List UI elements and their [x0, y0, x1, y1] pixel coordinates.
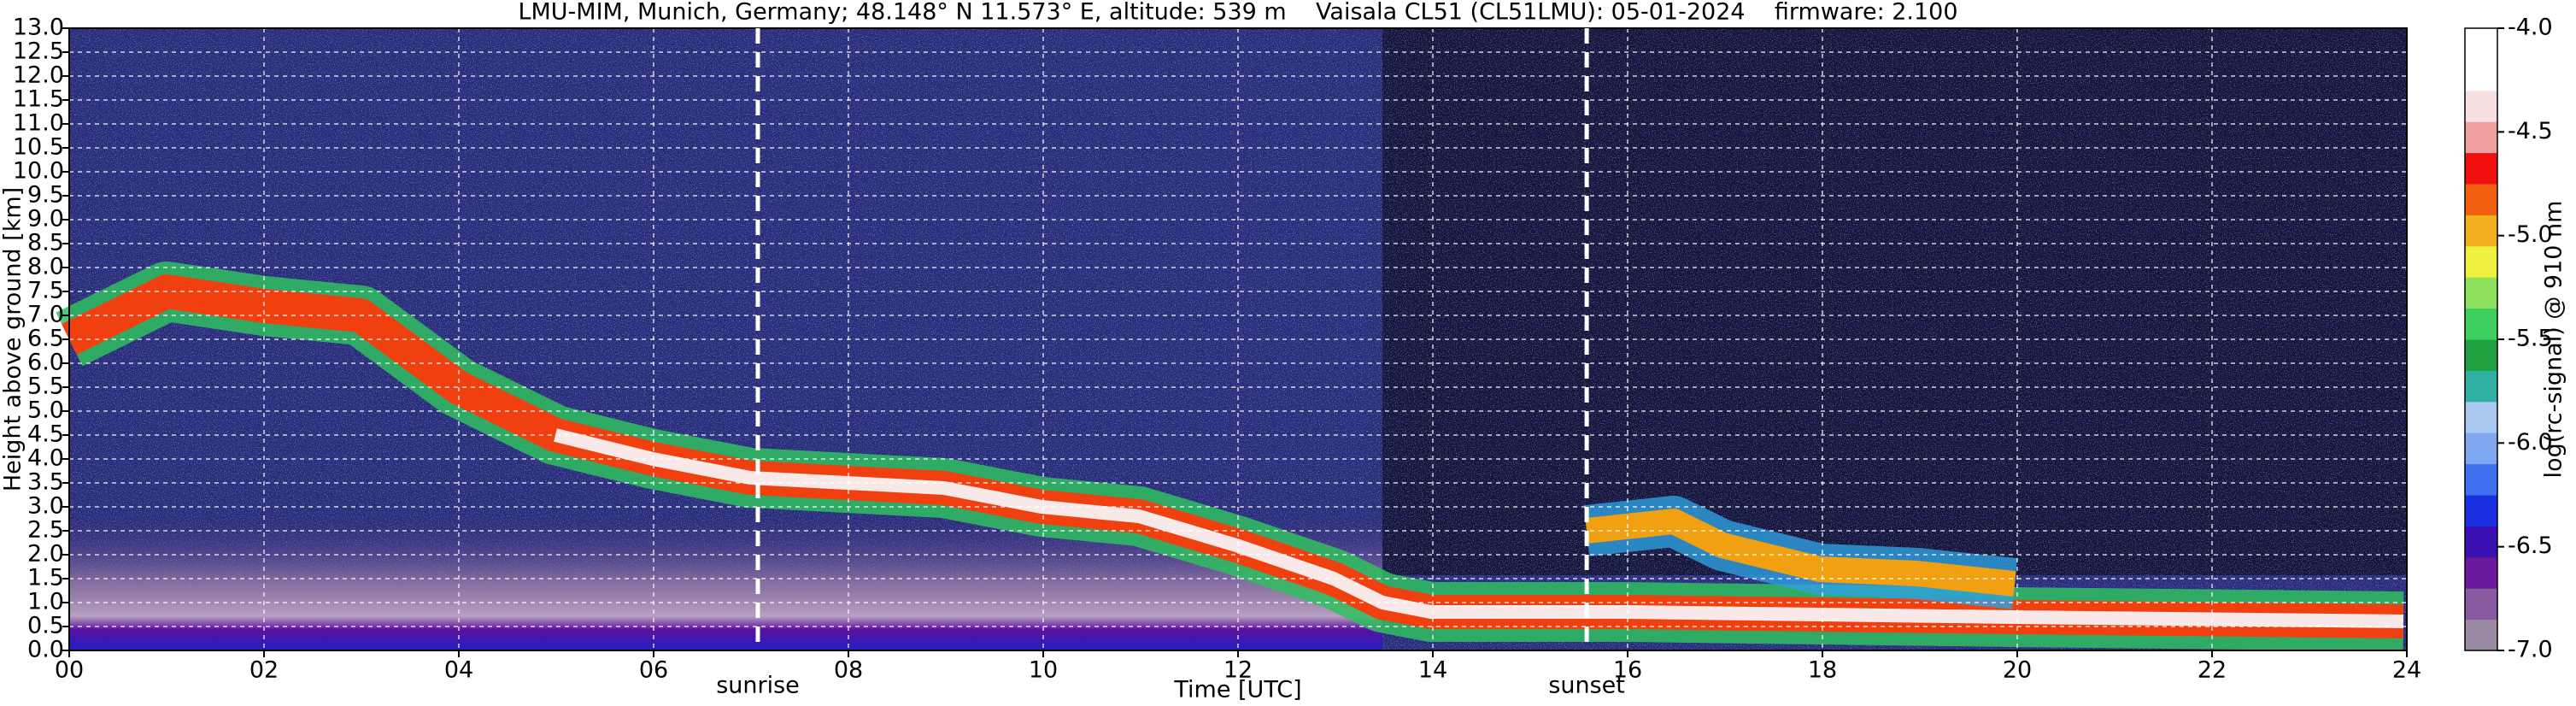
y-tick-label: 8.0 — [27, 254, 64, 280]
y-tick-label: 1.5 — [27, 565, 64, 591]
x-tick-label: 06 — [639, 657, 668, 684]
y-tick-label: 5.5 — [27, 374, 64, 400]
annotation-label: sunrise — [716, 673, 800, 699]
y-tick-label: 11.0 — [13, 110, 64, 137]
colorbar-segment — [2465, 59, 2497, 91]
colorbar-segment — [2465, 588, 2497, 621]
colorbar-tick-label: -5.5 — [2508, 326, 2553, 352]
colorbar-segment — [2465, 526, 2497, 558]
colorbar-segment — [2465, 152, 2497, 185]
colorbar-segment — [2465, 619, 2497, 651]
colorbar-segment — [2465, 215, 2497, 247]
colorbar-segment — [2465, 370, 2497, 403]
y-tick-label: 9.0 — [27, 206, 64, 232]
x-tick-label: 20 — [2003, 657, 2032, 684]
colorbar-tick-label: -6.5 — [2508, 532, 2553, 559]
y-tick-label: 4.0 — [27, 445, 64, 472]
colorbar-segment — [2465, 28, 2497, 60]
colorbar-segment — [2465, 277, 2497, 309]
colorbar-tick-label: -6.0 — [2508, 429, 2553, 456]
grid — [68, 27, 2408, 651]
y-tick-label: 0.5 — [27, 613, 64, 639]
colorbar-segment — [2465, 556, 2497, 589]
colorbar-segment — [2465, 401, 2497, 433]
x-tick-label: 22 — [2198, 657, 2227, 684]
y-tick-label: 1.0 — [27, 589, 64, 615]
x-tick-label: 04 — [444, 657, 473, 684]
y-tick-label: 10.5 — [13, 134, 64, 161]
x-axis-label: Time [UTC] — [1173, 677, 1301, 703]
y-tick-label: 7.5 — [27, 278, 64, 304]
x-tick-label: 18 — [1808, 657, 1837, 684]
y-tick-label: 6.5 — [27, 326, 64, 352]
x-tick-label: 24 — [2392, 657, 2421, 684]
x-tick-label: 00 — [55, 657, 84, 684]
colorbar-segment — [2465, 308, 2497, 340]
x-tick-label: 10 — [1029, 657, 1058, 684]
colorbar-segment — [2465, 463, 2497, 496]
y-tick-label: 7.0 — [27, 302, 64, 328]
y-tick-label: 2.5 — [27, 517, 64, 544]
chart-title: LMU-MIM, Munich, Germany; 48.148° N 11.5… — [518, 0, 1957, 26]
y-tick-label: 5.0 — [27, 397, 64, 424]
colorbar-segment — [2465, 184, 2497, 215]
y-axis-label: Height above ground [km] — [0, 187, 26, 491]
y-tick-label: 3.5 — [27, 469, 64, 496]
y-tick-label: 9.5 — [27, 182, 64, 209]
y-tick-label: 10.0 — [13, 158, 64, 185]
x-tick-label: 14 — [1418, 657, 1447, 684]
colorbar-segment — [2465, 339, 2497, 371]
colorbar-tick-label: -5.0 — [2508, 221, 2553, 248]
colorbar-segment — [2465, 432, 2497, 465]
y-tick-label: 12.5 — [13, 38, 64, 65]
y-tick-label: 8.5 — [27, 230, 64, 256]
colorbar-segment — [2465, 90, 2497, 122]
y-tick-label: 6.0 — [27, 350, 64, 376]
colorbar-tick-label: -4.5 — [2508, 118, 2553, 144]
colorbar-tick-label: -4.0 — [2508, 15, 2553, 41]
y-tick-label: 12.0 — [13, 62, 64, 89]
x-tick-label: 02 — [249, 657, 279, 684]
x-tick-label: 12 — [1223, 657, 1253, 684]
y-tick-label: 2.0 — [27, 541, 64, 568]
y-tick-label: 11.5 — [13, 86, 64, 113]
annotation-label: sunset — [1548, 673, 1625, 699]
colorbar-tick-label: -7.0 — [2508, 637, 2553, 663]
colorbar-segment — [2465, 495, 2497, 527]
x-tick-label: 08 — [834, 657, 863, 684]
y-tick-label: 13.0 — [13, 15, 64, 41]
colorbar-segment — [2465, 121, 2497, 154]
colorbar-segment — [2465, 245, 2497, 278]
y-tick-label: 3.0 — [27, 493, 64, 520]
y-tick-label: 4.5 — [27, 421, 64, 448]
y-tick-label: 0.0 — [27, 637, 64, 663]
x-tick-label: 16 — [1613, 657, 1642, 684]
colorbar-label: log(rc-signal) @ 910 nm — [2541, 201, 2567, 479]
